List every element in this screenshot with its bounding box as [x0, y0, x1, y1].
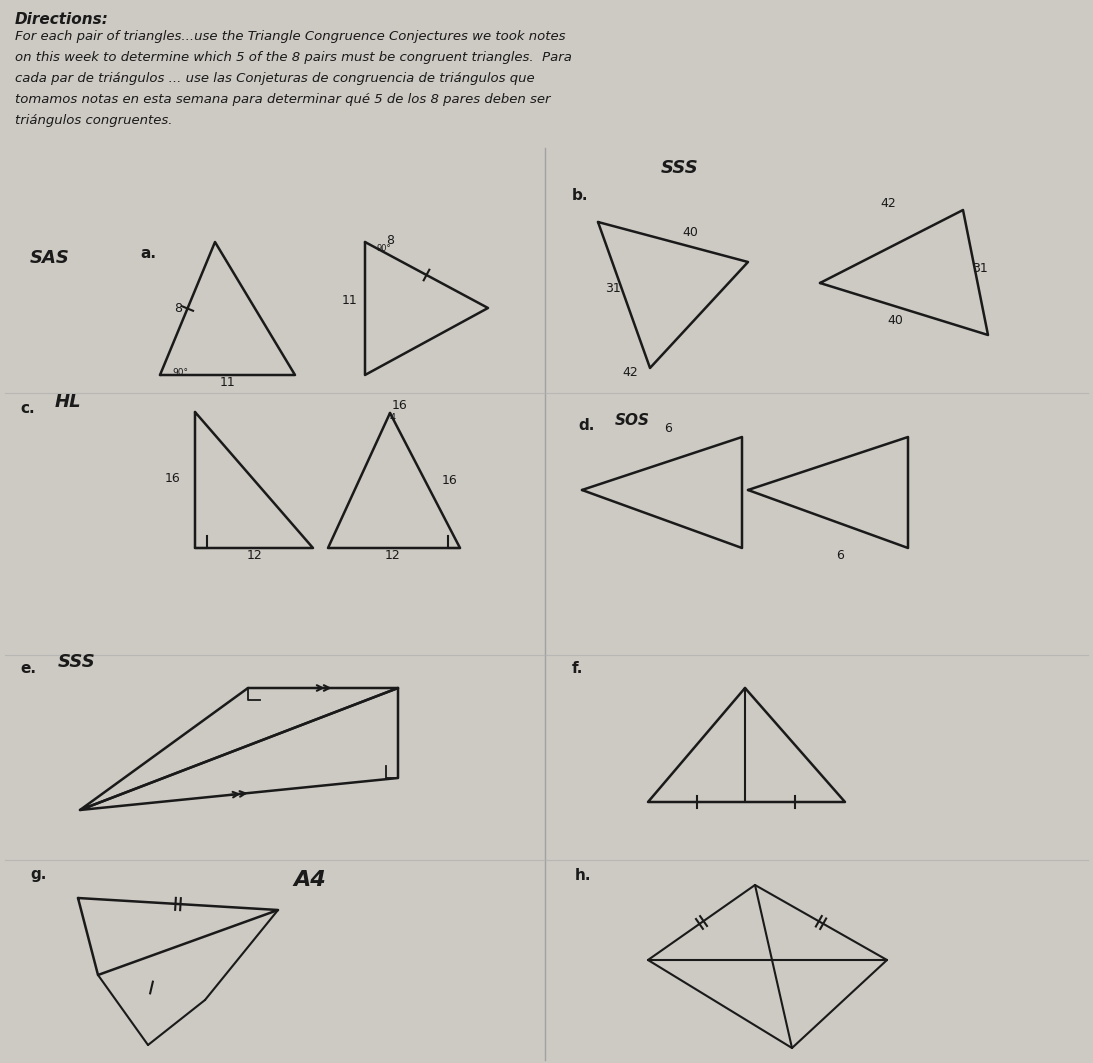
Text: tomamos notas en esta semana para determinar qué 5 de los 8 pares deben ser: tomamos notas en esta semana para determ…	[15, 92, 551, 106]
Text: 8: 8	[174, 302, 183, 315]
Text: a.: a.	[140, 246, 156, 260]
Text: 11: 11	[342, 293, 357, 306]
Text: 40: 40	[682, 225, 698, 238]
Text: For each pair of triangles...use the Triangle Congruence Conjectures we took not: For each pair of triangles...use the Tri…	[15, 30, 565, 43]
Text: on this week to determine which 5 of the 8 pairs must be congruent triangles.  P: on this week to determine which 5 of the…	[15, 51, 572, 64]
Text: SAS: SAS	[30, 249, 70, 267]
Text: SSS: SSS	[58, 653, 96, 671]
Text: f.: f.	[572, 660, 584, 675]
Text: 42: 42	[880, 197, 896, 209]
Text: b.: b.	[572, 187, 588, 202]
Text: 11: 11	[220, 375, 236, 388]
Text: 31: 31	[606, 282, 621, 294]
Text: 31: 31	[972, 261, 988, 274]
Text: 40: 40	[888, 314, 903, 326]
Text: A4: A4	[294, 870, 327, 890]
Text: 6: 6	[836, 549, 844, 561]
Text: triángulos congruentes.: triángulos congruentes.	[15, 114, 173, 126]
Text: h.: h.	[575, 867, 591, 882]
Text: 16: 16	[443, 473, 458, 487]
Text: SSS: SSS	[661, 159, 698, 178]
Text: 12: 12	[247, 549, 263, 561]
Text: 90°: 90°	[172, 368, 188, 376]
Text: 42: 42	[622, 366, 638, 378]
Text: Directions:: Directions:	[15, 12, 109, 27]
Text: 16: 16	[164, 472, 180, 485]
Text: HL: HL	[55, 393, 82, 411]
Text: 90°: 90°	[376, 243, 390, 253]
Text: d.: d.	[578, 418, 595, 433]
Text: 6: 6	[665, 422, 672, 435]
Text: 12: 12	[385, 549, 401, 561]
Text: g.: g.	[30, 867, 46, 882]
Text: c.: c.	[20, 401, 35, 416]
Text: 16: 16	[392, 399, 408, 411]
Text: cada par de triángulos ... use las Conjeturas de congruencia de triángulos que: cada par de triángulos ... use las Conje…	[15, 72, 534, 85]
Text: SOS: SOS	[615, 412, 650, 427]
Text: e.: e.	[20, 660, 36, 675]
Text: 8: 8	[386, 234, 393, 247]
Text: 4: 4	[390, 414, 396, 423]
